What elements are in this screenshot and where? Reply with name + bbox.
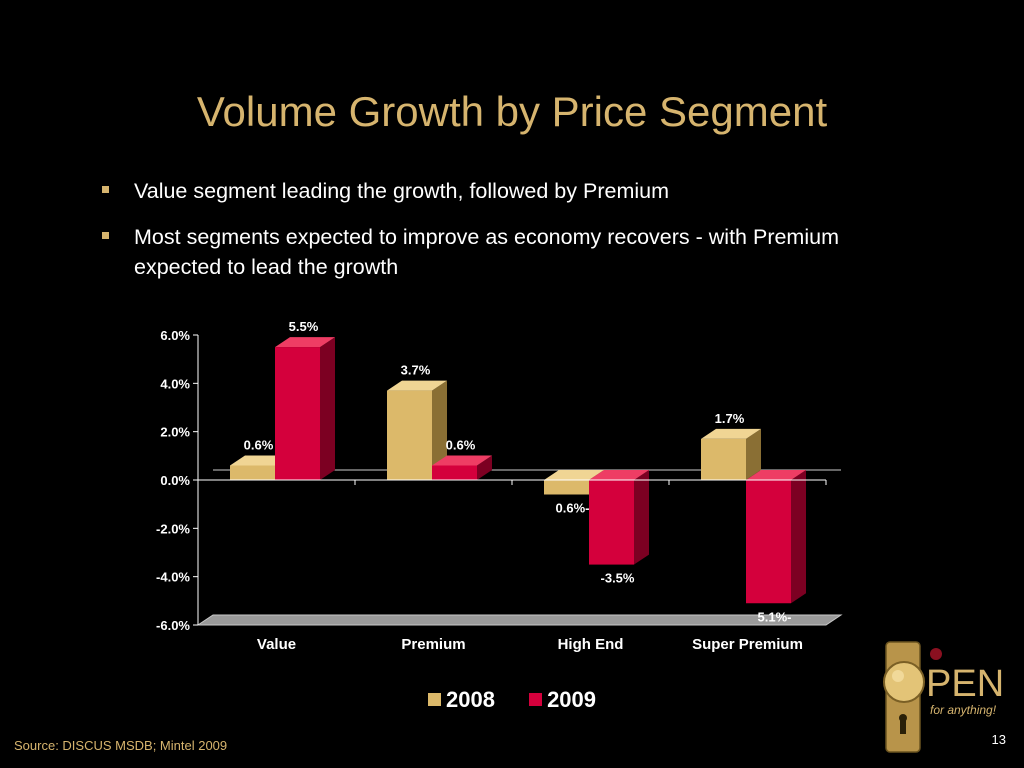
slide-title: Volume Growth by Price Segment — [196, 88, 828, 135]
bar-top-2009-Premium — [432, 455, 492, 466]
y-tick-label: 2.0% — [160, 425, 190, 440]
bar-2008-Premium — [387, 390, 432, 480]
bullet-text: Value segment leading the growth, follow… — [134, 179, 670, 203]
legend-swatch-2008 — [427, 693, 441, 706]
bullet-square-icon — [102, 186, 109, 193]
y-tick-label: -2.0% — [156, 521, 190, 536]
x-category-label: Premium — [401, 636, 465, 653]
data-label-2008-Super Premium: 1.7% — [715, 411, 745, 426]
bullet-item: Value segment leading the growth, follow… — [100, 176, 900, 206]
bullet-list: Value segment leading the growth, follow… — [100, 176, 900, 298]
legend-item-2009: 2009 — [529, 687, 596, 713]
bar-top-2009-Super Premium — [746, 470, 806, 480]
bar-top-2008-Premium — [387, 380, 447, 391]
bar-chart: 6.0% 4.0% 2.0% 0.0% -2.0% -4.0% -6.0% 0.6% 5.5% 3… — [156, 319, 843, 653]
bar-2008-Value — [230, 465, 275, 480]
x-category-label: Super Premium — [692, 636, 803, 653]
brand-seal-icon — [930, 648, 942, 660]
legend-label-2009: 2009 — [547, 686, 597, 712]
bar-2009-High End — [589, 480, 634, 565]
data-label-2009-Super Premium: 5.1%- — [758, 609, 792, 624]
bar-side-2009-Super Premium — [791, 470, 806, 604]
y-tick-label: -4.0% — [156, 570, 190, 585]
chart-floor — [196, 614, 843, 626]
legend-label-2008: 2008 — [445, 686, 495, 712]
y-tick-label: -6.0% — [156, 618, 190, 633]
bar-side-2008-Super Premium — [746, 428, 761, 480]
data-label-2008-Premium: 3.7% — [401, 363, 431, 378]
data-label-2008-High End: 0.6%- — [556, 501, 590, 516]
data-label-2009-Value: 5.5% — [289, 319, 319, 334]
data-label-2009-High End: -3.5% — [601, 571, 635, 586]
bar-side-2008-Premium — [432, 380, 447, 480]
bar-side-2009-High End — [634, 470, 649, 565]
page-number: 13 — [991, 732, 1006, 747]
bar-2008-High End — [544, 480, 589, 495]
x-category-label: Value — [257, 636, 296, 653]
bar-2009-Premium — [432, 465, 477, 480]
y-tick-label: 4.0% — [160, 376, 190, 391]
logo-tagline: for anything! — [930, 703, 997, 717]
bullet-text: Most segments expected to improve as eco… — [134, 225, 839, 279]
bar-top-2009-Value — [275, 337, 335, 348]
bar-2009-Super Premium — [746, 480, 791, 604]
x-category-label: High End — [558, 636, 624, 653]
y-tick-label: 0.0% — [160, 473, 190, 488]
legend-item-2008: 2008 — [427, 686, 495, 713]
bar-top-2009-High End — [589, 470, 649, 480]
bullet-item: Most segments expected to improve as eco… — [100, 222, 900, 282]
bar-top-2008-Super Premium — [701, 428, 761, 439]
source-note: Source: DISCUS MSDB; Mintel 2009 — [14, 738, 228, 753]
keyhole-icon — [900, 718, 906, 734]
bar-side-2009-Premium — [477, 455, 492, 480]
bar-2008-Super Premium — [701, 438, 746, 480]
open-logo: PEN for anything! — [883, 641, 1004, 753]
bar-top-2008-High End — [544, 470, 604, 480]
data-label-2009-Premium: 0.6% — [446, 438, 476, 453]
bar-side-2009-Value — [320, 337, 335, 480]
bar-2009-Value — [275, 347, 320, 480]
door-knob-icon — [883, 661, 925, 703]
bullet-square-icon — [102, 232, 109, 239]
logo-word: PEN — [926, 663, 1004, 705]
data-label-2008-Value: 0.6% — [244, 438, 274, 453]
y-tick-label: 6.0% — [160, 328, 190, 343]
chart-legend: 2008 2009 — [0, 686, 1024, 713]
legend-swatch-2009 — [529, 693, 543, 706]
